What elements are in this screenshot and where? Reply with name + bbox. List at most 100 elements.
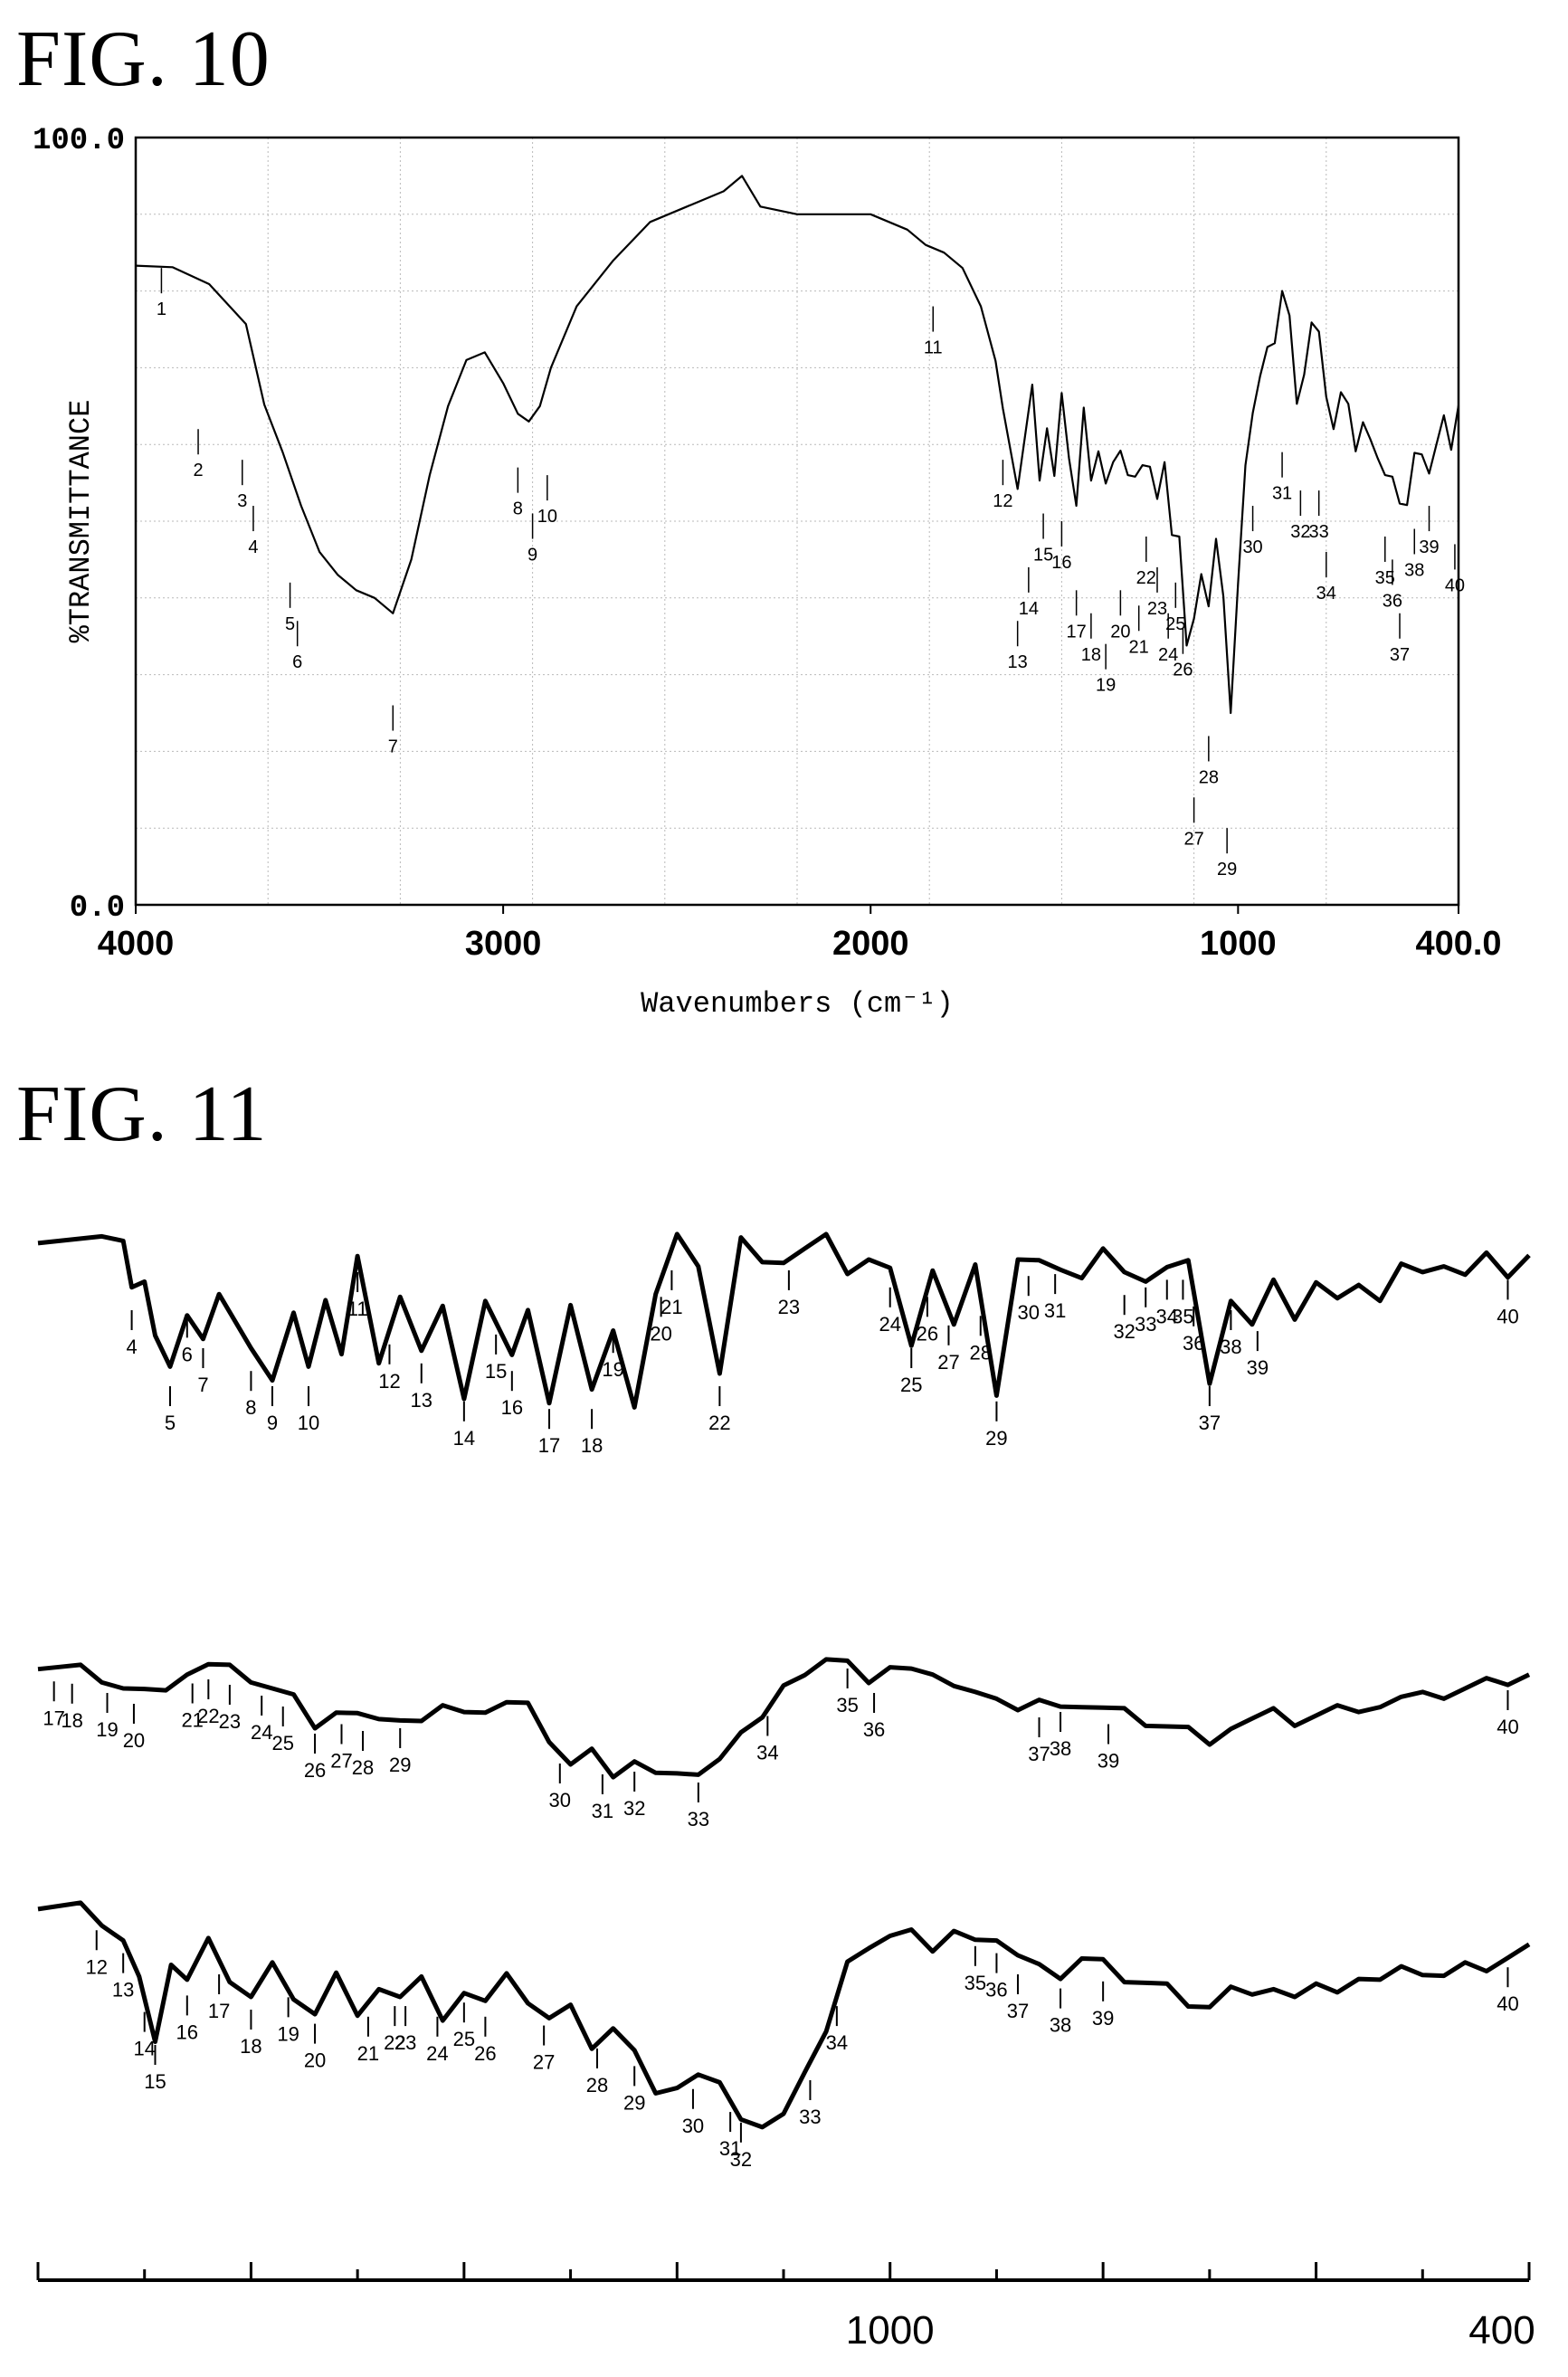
fig11-peak-label: 29 <box>389 1754 411 1776</box>
fig11-peak-label: 36 <box>1183 1332 1204 1355</box>
fig10-peak-label: 25 <box>1165 614 1185 634</box>
fig11-peak-label: 36 <box>985 1979 1007 2001</box>
fig11-peak-label: 25 <box>453 2028 475 2050</box>
fig10-spectrum-line <box>135 175 1460 715</box>
fig10-peak-label: 14 <box>1019 599 1039 619</box>
fig10-y-tick-label: 100.0 <box>33 124 125 158</box>
fig10-peak-label: 39 <box>1419 537 1439 557</box>
fig10-peak-label: 9 <box>527 546 537 566</box>
fig11-peak-label: 16 <box>176 2020 198 2043</box>
fig11-peak-label: 31 <box>1044 1299 1066 1322</box>
fig11-peak-label: 32 <box>1113 1320 1135 1343</box>
fig10-peak-label: 27 <box>1183 829 1203 849</box>
fig10-peak-label: 4 <box>248 537 258 557</box>
fig11-peak-label: 9 <box>267 1412 278 1434</box>
fig11-peak-label: 40 <box>1497 1992 1518 2015</box>
fig11-peak-label: 32 <box>730 2148 752 2171</box>
fig10-peak-label: 29 <box>1217 860 1237 879</box>
fig11-peak-label: 27 <box>937 1351 959 1374</box>
fig10-x-tick-label: 4000 <box>98 925 175 963</box>
figure-11-title: FIG. 11 <box>16 1070 268 1158</box>
fig10-x-tick-label: 3000 <box>465 925 542 963</box>
fig11-peak-label: 38 <box>1050 2014 1071 2037</box>
fig11-peak-label: 21 <box>357 2042 379 2065</box>
fig10-peak-label: 24 <box>1158 645 1178 665</box>
fig11-peak-label: 12 <box>86 1955 108 1978</box>
fig11-peak-label: 24 <box>251 1721 272 1744</box>
fig11-peak-label: 6 <box>182 1343 193 1365</box>
fig11-peak-label: 30 <box>1018 1301 1040 1324</box>
fig11-peak-label: 23 <box>778 1296 800 1318</box>
fig11-peak-label: 20 <box>650 1322 671 1345</box>
fig11-peak-label: 26 <box>917 1322 938 1345</box>
fig11-peak-label: 31 <box>719 2137 741 2160</box>
fig10-peak-label: 2 <box>193 461 203 480</box>
fig11-peak-label: 15 <box>144 2070 166 2093</box>
fig10-peak-label: 20 <box>1110 622 1130 642</box>
fig10-peak-label: 33 <box>1309 522 1329 542</box>
fig10-peak-label: 23 <box>1147 599 1167 619</box>
fig11-peak-label: 34 <box>826 2031 848 2054</box>
fig10-peak-label: 26 <box>1173 661 1193 680</box>
fig11-peak-label: 31 <box>592 1800 613 1822</box>
fig11-peak-label: 30 <box>682 2115 704 2137</box>
fig11-peak-label: 35 <box>965 1972 986 1994</box>
fig11-peak-label: 40 <box>1497 1305 1518 1327</box>
fig11-peak-label: 22 <box>384 2031 405 2054</box>
fig11-peak-label: 37 <box>1028 1743 1050 1765</box>
fig10-peak-label: 18 <box>1081 645 1101 665</box>
fig11-peak-label: 17 <box>538 1434 560 1457</box>
figure-10-title: FIG. 10 <box>16 15 271 103</box>
fig11-peak-label: 19 <box>602 1358 623 1381</box>
fig11-peak-label: 24 <box>879 1313 900 1336</box>
fig11-peak-label: 29 <box>623 2091 645 2114</box>
fig11-peak-label: 15 <box>485 1360 507 1383</box>
fig10-y-axis-label: %TRANSMITTANCE <box>64 400 98 643</box>
fig10-plot-frame <box>134 136 1460 907</box>
fig11-peak-label: 11 <box>347 1298 368 1320</box>
fig11-peak-label: 10 <box>298 1412 319 1434</box>
fig11-peak-label: 28 <box>970 1341 992 1364</box>
fig11-peak-label: 17 <box>208 2000 230 2022</box>
fig10-peak-label: 15 <box>1033 546 1053 566</box>
fig11-peak-label: 32 <box>623 1797 645 1820</box>
fig10-x-axis-label: Wavenumbers (cm⁻¹) <box>641 987 954 1021</box>
fig11-peak-label: 8 <box>245 1396 256 1419</box>
fig11-peak-label: 38 <box>1050 1737 1071 1760</box>
fig10-peak-label: 11 <box>924 338 943 358</box>
fig11-peak-label: 23 <box>219 1710 241 1733</box>
fig10-x-tick-label: 1000 <box>1200 925 1277 963</box>
fig11-peak-label: 24 <box>426 2042 448 2065</box>
fig10-peak-label: 12 <box>993 491 1012 511</box>
fig11-peak-label: 29 <box>985 1427 1007 1450</box>
fig11-peak-label: 14 <box>453 1427 475 1450</box>
fig10-peak-label: 17 <box>1067 622 1087 642</box>
fig10-peak-label: 10 <box>537 507 557 527</box>
fig10-grid <box>136 138 1459 905</box>
fig11-x-tick-label: 400 <box>1468 2308 1535 2353</box>
fig11-peak-label: 19 <box>277 2022 299 2045</box>
fig10-peak-label: 32 <box>1290 522 1310 542</box>
fig10-x-tick-label: 2000 <box>832 925 909 963</box>
fig11-peak-label: 4 <box>126 1336 137 1358</box>
fig11-x-tick-label: 1000 <box>846 2308 935 2353</box>
fig11-peak-label: 21 <box>660 1296 682 1318</box>
fig11-spectrum-line-3 <box>37 1900 1531 2130</box>
fig10-peak-labels: 1234567891011121314151617181920212223242… <box>157 268 1465 879</box>
fig10-peak-label: 34 <box>1316 584 1336 604</box>
fig11-peak-label: 21 <box>181 1709 203 1732</box>
fig10-peak-label: 13 <box>1008 652 1028 672</box>
fig11-peak-label: 22 <box>197 1705 219 1727</box>
fig11-peak-label: 20 <box>123 1729 145 1752</box>
fig10-peak-label: 35 <box>1375 568 1395 588</box>
fig11-peak-label: 17 <box>43 1707 64 1729</box>
fig10-peak-label: 38 <box>1404 560 1424 580</box>
fig11-peak-label: 23 <box>394 2031 416 2054</box>
fig11-peak-label: 18 <box>240 2035 261 2058</box>
fig11-peak-label: 18 <box>61 1709 82 1732</box>
fig11-peak-label: 34 <box>1156 1305 1178 1327</box>
fig11-peak-label: 39 <box>1247 1356 1269 1379</box>
